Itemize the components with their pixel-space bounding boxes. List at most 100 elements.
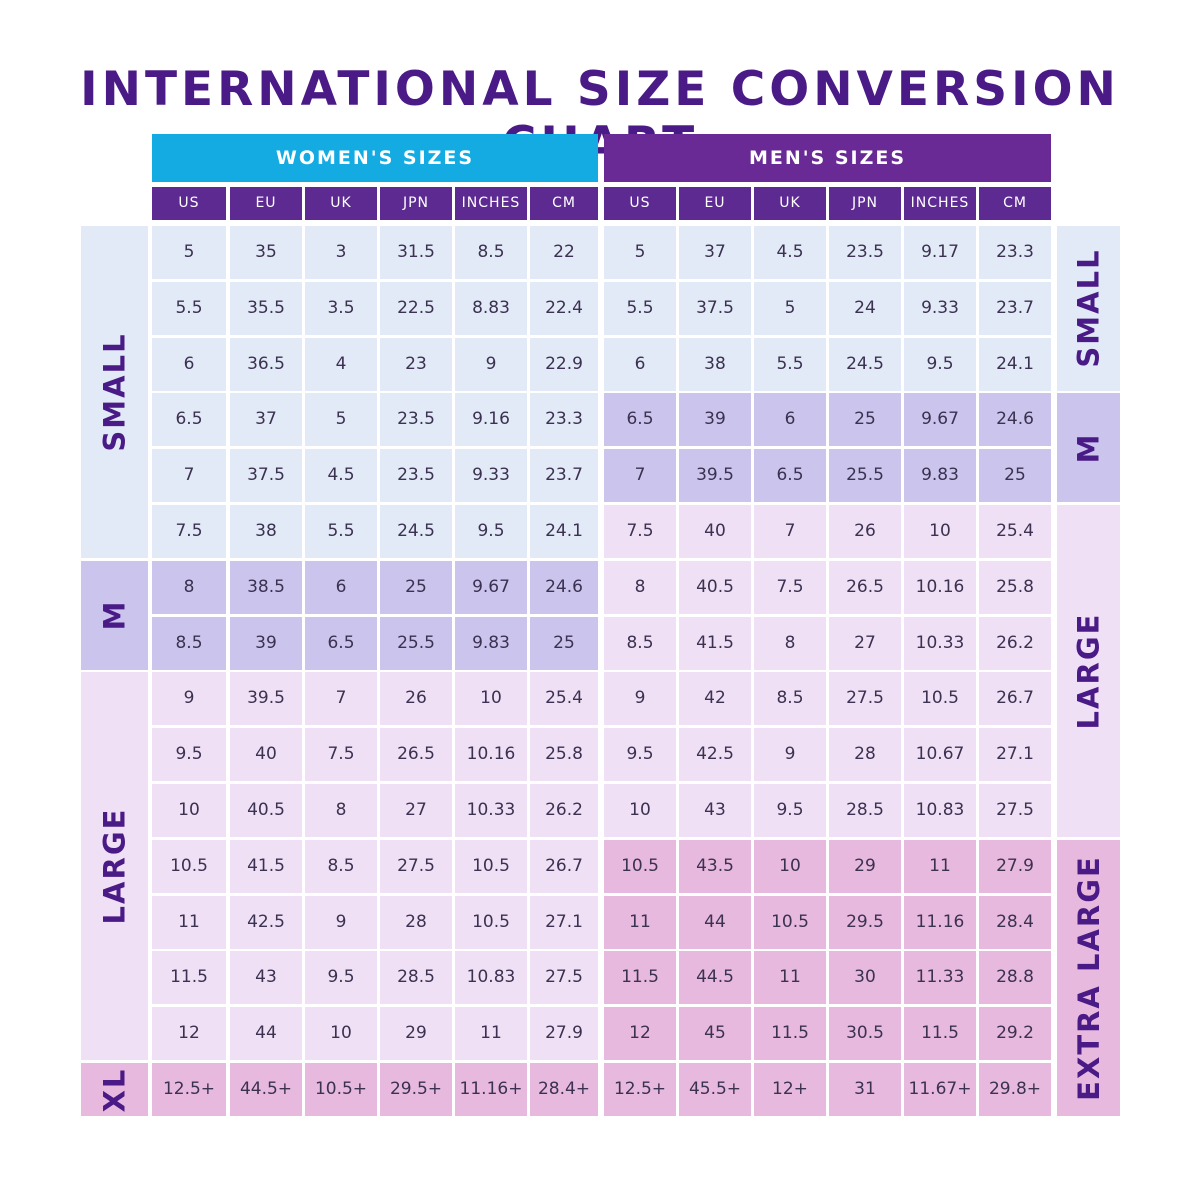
women-cell-jpn: 26.5 (380, 728, 452, 782)
men-cell-uk: 7 (754, 505, 826, 558)
women-col-inches: INCHES (455, 187, 527, 220)
women-band-label: XL (97, 1067, 132, 1112)
men-band-label: SMALL (1071, 248, 1106, 368)
women-col-eu: EU (230, 187, 302, 220)
women-cell-cm: 25.4 (530, 672, 598, 726)
men-cell-inches: 9.5 (904, 337, 976, 391)
men-cell-jpn: 27 (829, 616, 901, 670)
men-cell-jpn: 23.5 (829, 226, 901, 279)
men-cell-uk: 12+ (754, 1063, 826, 1116)
men-cell-us: 5 (604, 226, 676, 279)
men-cell-cm: 23.7 (979, 281, 1051, 335)
men-cell-uk: 5.5 (754, 337, 826, 391)
men-cell-us: 8.5 (604, 616, 676, 670)
men-cell-us: 11.5 (604, 951, 676, 1005)
men-cell-cm: 29.8+ (979, 1063, 1051, 1116)
women-cell-cm: 27.9 (530, 1007, 598, 1061)
women-cell-jpn: 27.5 (380, 839, 452, 893)
men-cell-cm: 27.5 (979, 784, 1051, 837)
men-cell-uk: 10 (754, 839, 826, 893)
women-cell-uk: 5.5 (305, 505, 377, 558)
women-band-small: SMALL (81, 226, 148, 558)
women-cell-us: 6 (152, 337, 226, 391)
women-cell-jpn: 25.5 (380, 616, 452, 670)
men-cell-uk: 4.5 (754, 226, 826, 279)
women-band-m: M (81, 560, 148, 670)
women-cell-inches: 10.16 (455, 728, 527, 782)
women-cell-inches: 9.67 (455, 560, 527, 614)
women-cell-jpn: 28 (380, 895, 452, 949)
men-cell-us: 7 (604, 449, 676, 503)
men-col-uk: UK (754, 187, 826, 220)
men-cell-eu: 42 (679, 672, 751, 726)
men-band-m: M (1057, 393, 1120, 503)
men-cell-us: 10.5 (604, 839, 676, 893)
men-cell-jpn: 25 (829, 393, 901, 447)
men-cell-eu: 38 (679, 337, 751, 391)
women-cell-eu: 36.5 (230, 337, 302, 391)
men-band-small: SMALL (1057, 226, 1120, 391)
men-cell-us: 5.5 (604, 281, 676, 335)
men-cell-inches: 11.16 (904, 895, 976, 949)
women-cell-us: 12 (152, 1007, 226, 1061)
men-col-jpn: JPN (829, 187, 901, 220)
women-col-uk: UK (305, 187, 377, 220)
women-cell-inches: 9.5 (455, 505, 527, 558)
women-cell-eu: 41.5 (230, 839, 302, 893)
men-cell-eu: 39.5 (679, 449, 751, 503)
women-cell-eu: 37 (230, 393, 302, 447)
women-cell-cm: 27.5 (530, 951, 598, 1005)
women-cell-eu: 40 (230, 728, 302, 782)
men-cell-uk: 9 (754, 728, 826, 782)
men-cell-cm: 24.6 (979, 393, 1051, 447)
men-cell-eu: 42.5 (679, 728, 751, 782)
men-cell-uk: 11.5 (754, 1007, 826, 1061)
men-col-eu: EU (679, 187, 751, 220)
men-cell-eu: 41.5 (679, 616, 751, 670)
women-cell-inches: 9.83 (455, 616, 527, 670)
men-cell-cm: 24.1 (979, 337, 1051, 391)
men-cell-eu: 39 (679, 393, 751, 447)
women-cell-jpn: 25 (380, 560, 452, 614)
women-cell-us: 9 (152, 672, 226, 726)
women-cell-inches: 10.83 (455, 951, 527, 1005)
women-cell-us: 10.5 (152, 839, 226, 893)
men-cell-jpn: 26.5 (829, 560, 901, 614)
men-cell-us: 9.5 (604, 728, 676, 782)
women-cell-cm: 27.1 (530, 895, 598, 949)
women-cell-cm: 22 (530, 226, 598, 279)
men-cell-uk: 9.5 (754, 784, 826, 837)
men-cell-jpn: 30 (829, 951, 901, 1005)
men-cell-inches: 9.33 (904, 281, 976, 335)
women-cell-uk: 3 (305, 226, 377, 279)
men-cell-eu: 44.5 (679, 951, 751, 1005)
men-cell-uk: 10.5 (754, 895, 826, 949)
women-cell-uk: 4.5 (305, 449, 377, 503)
women-cell-uk: 7 (305, 672, 377, 726)
men-cell-inches: 10.83 (904, 784, 976, 837)
women-cell-cm: 24.6 (530, 560, 598, 614)
women-cell-cm: 22.4 (530, 281, 598, 335)
women-col-cm: CM (530, 187, 598, 220)
men-cell-eu: 37 (679, 226, 751, 279)
women-col-us: US (152, 187, 226, 220)
men-cell-eu: 43 (679, 784, 751, 837)
women-cell-us: 11.5 (152, 951, 226, 1005)
women-cell-eu: 39.5 (230, 672, 302, 726)
men-cell-us: 9 (604, 672, 676, 726)
women-cell-eu: 35.5 (230, 281, 302, 335)
men-band-extra-large: EXTRA LARGE (1057, 839, 1120, 1116)
women-cell-inches: 9.16 (455, 393, 527, 447)
women-cell-jpn: 23.5 (380, 393, 452, 447)
women-cell-uk: 8 (305, 784, 377, 837)
women-cell-jpn: 31.5 (380, 226, 452, 279)
women-cell-uk: 10.5+ (305, 1063, 377, 1116)
men-cell-us: 11 (604, 895, 676, 949)
women-cell-us: 11 (152, 895, 226, 949)
women-cell-us: 8 (152, 560, 226, 614)
women-cell-uk: 9 (305, 895, 377, 949)
men-cell-cm: 28.4 (979, 895, 1051, 949)
women-cell-us: 12.5+ (152, 1063, 226, 1116)
women-cell-jpn: 29 (380, 1007, 452, 1061)
women-band-label: SMALL (97, 332, 132, 452)
